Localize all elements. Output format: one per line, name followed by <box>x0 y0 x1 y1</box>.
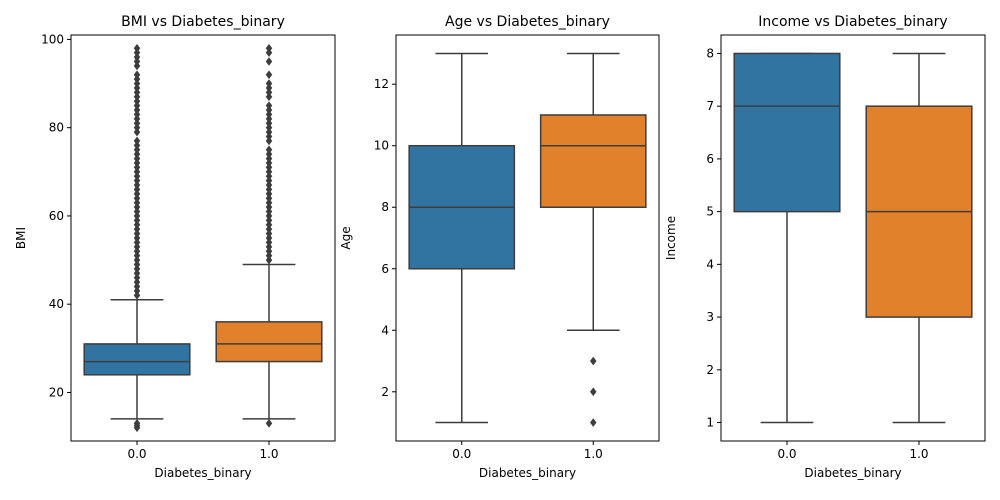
outlier-point <box>133 43 141 53</box>
outlier-point <box>133 70 141 80</box>
box-1.0 <box>865 52 973 424</box>
outlier-point <box>589 418 597 427</box>
outlier-point <box>589 387 597 397</box>
y-tick-label: 20 <box>49 385 64 399</box>
box-body <box>733 52 841 213</box>
outlier-point <box>265 101 273 111</box>
y-axis-label: Age <box>339 226 353 249</box>
plot-frame <box>720 34 986 442</box>
x-axis-label: Diabetes_binary <box>479 466 576 480</box>
box-body <box>215 321 323 363</box>
y-tick-label: 4 <box>381 323 389 337</box>
outlier-point <box>265 145 273 155</box>
subplot-2: 2 4 6 8 10 12 0.0 1.0 Age vs Diabetes_binary Diab… <box>339 14 660 480</box>
y-tick-label: 80 <box>49 121 64 135</box>
subplot-1: 20 40 60 80 100 0.0 1.0 BMI vs Diabetes_binary D… <box>14 14 336 480</box>
chart-title: Age vs Diabetes_binary <box>445 14 610 30</box>
y-tick-label: 3 <box>706 310 714 324</box>
y-tick-label: 2 <box>381 385 389 399</box>
box-0.0 <box>408 52 516 424</box>
x-axis-label: Diabetes_binary <box>154 466 251 480</box>
y-tick-label: 8 <box>706 46 714 60</box>
x-axis-label: Diabetes_binary <box>804 466 901 480</box>
box-0.0 <box>83 43 191 433</box>
outlier-point <box>265 70 273 80</box>
outlier-point <box>265 57 273 66</box>
plot-frame <box>395 34 660 442</box>
x-tick-label: 0.0 <box>777 447 796 461</box>
y-tick-label: 100 <box>41 32 64 46</box>
y-axis-label: Income <box>664 216 678 260</box>
box-0.0 <box>733 52 841 424</box>
outlier-point <box>265 418 273 428</box>
y-tick-label: 5 <box>706 205 714 219</box>
outlier-point <box>133 136 141 146</box>
y-tick-label: 10 <box>374 139 389 153</box>
subplot-3: 1 2 3 4 5 6 7 8 0.0 1.0 Income vs Diabetes_binary D… <box>664 14 986 480</box>
x-tick-label: 0.0 <box>452 447 471 461</box>
y-tick-label: 8 <box>381 200 389 214</box>
box-1.0 <box>215 43 323 428</box>
y-tick-label: 1 <box>706 416 714 430</box>
box-body <box>83 343 191 376</box>
y-tick-label: 7 <box>706 99 714 113</box>
y-tick-label: 4 <box>706 257 714 271</box>
outlier-point <box>265 79 273 88</box>
outlier-point <box>133 418 141 428</box>
y-tick-label: 6 <box>706 152 714 166</box>
y-tick-label: 6 <box>381 262 389 276</box>
x-tick-label: 1.0 <box>909 447 928 461</box>
chart-title: Income vs Diabetes_binary <box>758 14 947 30</box>
outlier-point <box>589 356 597 366</box>
box-body <box>539 114 647 208</box>
y-tick-label: 60 <box>49 209 64 223</box>
plot-frame <box>70 34 336 442</box>
x-tick-label: 1.0 <box>259 447 278 461</box>
chart-title: BMI vs Diabetes_binary <box>121 14 285 30</box>
y-tick-label: 40 <box>49 297 64 311</box>
outlier-point <box>265 43 273 53</box>
box-1.0 <box>539 52 647 427</box>
x-tick-label: 1.0 <box>584 447 603 461</box>
x-tick-label: 0.0 <box>127 447 146 461</box>
y-tick-label: 2 <box>706 363 714 377</box>
y-tick-label: 12 <box>374 77 389 91</box>
y-axis-label: BMI <box>14 227 28 249</box>
